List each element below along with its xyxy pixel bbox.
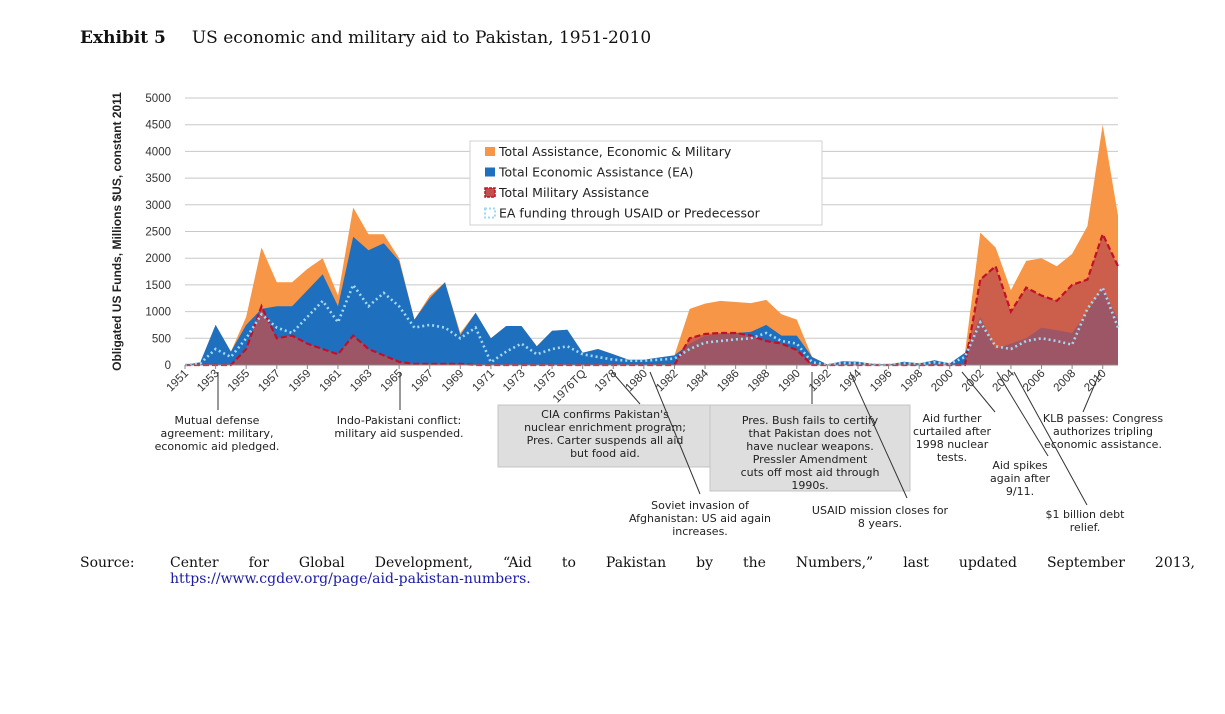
y-tick-label: 2000 (145, 253, 171, 265)
exhibit-label: Exhibit 5 (80, 28, 166, 48)
annotation-text: KLB passes: Congress (1043, 412, 1163, 425)
y-tick-label: 500 (152, 333, 171, 345)
annotation-text: Mutual defense (175, 414, 260, 427)
x-tick-label: 1969 (440, 368, 467, 395)
legend-swatch (484, 207, 496, 219)
annotation-text: increases. (672, 525, 728, 538)
annotation-text: 1998 nuclear (916, 438, 989, 451)
annotation-text: Pres. Bush fails to certify (742, 414, 879, 427)
exhibit-title-text: US economic and military aid to Pakistan… (191, 28, 652, 48)
annotation-text: but food aid. (570, 447, 640, 460)
annotation-text: CIA confirms Pakistan's (541, 408, 669, 421)
annotation-box (497, 404, 711, 468)
annotation-text: agreement: military, (161, 427, 274, 440)
x-tick-label: 1994 (838, 367, 865, 394)
annotation-text: 1990s. (791, 479, 828, 492)
annotation-box (709, 404, 911, 492)
annotation-text: nuclear enrichment program; (524, 421, 686, 434)
annotation-text: Indo-Pakistani conflict: (337, 414, 462, 427)
annotation-text: Soviet invasion of (651, 499, 750, 512)
y-tick-label: 1000 (145, 307, 171, 319)
x-tick-label: 2000 (929, 368, 956, 395)
x-tick-label: 1963 (348, 368, 375, 395)
legend-label: EA funding through USAID or Predecessor (499, 206, 761, 221)
annotation-text: that Pakistan does not (748, 427, 872, 440)
legend-label: Total Assistance, Economic & Military (498, 144, 732, 159)
annotation-text: relief. (1070, 521, 1101, 534)
annotation-leader (961, 371, 996, 413)
annotation-text: Aid further (922, 412, 981, 425)
annotation-leader (849, 371, 908, 499)
legend-swatch (484, 187, 496, 198)
annotation-text: have nuclear weapons. (746, 440, 873, 453)
y-tick-label: 4500 (145, 120, 171, 132)
source-text: Center for Global Development, “Aid to P… (170, 555, 1195, 571)
annotation-leader (996, 371, 1049, 457)
annotation-text: Pressler Amendment (753, 453, 868, 466)
x-tick-label: 1990 (776, 368, 803, 395)
series-military-assistance (185, 234, 1118, 365)
annotation-text: economic aid pledged. (155, 440, 280, 453)
x-tick-label: 2008 (1052, 368, 1079, 395)
annotation-text: again after (990, 472, 1050, 485)
y-tick-label: 1500 (145, 280, 171, 292)
x-tick-label: 2010 (1082, 368, 1109, 395)
annotation-text: 8 years. (858, 517, 902, 530)
annotation-text: $1 billion debt (1046, 508, 1126, 521)
annotation-leader (1013, 371, 1088, 506)
y-tick-label: 0 (165, 360, 171, 372)
x-tick-label: 1973 (501, 368, 528, 395)
annotation-leader (1082, 371, 1101, 413)
y-tick-label: 4000 (145, 146, 171, 158)
annotation-text: military aid suspended. (334, 427, 463, 440)
legend-box (469, 140, 823, 226)
x-tick-label: 1955 (226, 368, 253, 395)
y-tick-label: 2500 (145, 227, 171, 239)
annotation-leader (649, 371, 701, 495)
x-tick-label: 1971 (470, 368, 497, 395)
x-tick-label: 1986 (715, 368, 742, 395)
x-tick-label: 1961 (317, 368, 344, 395)
annotation-leader (611, 371, 641, 405)
x-tick-label: 1959 (287, 368, 314, 395)
legend-swatch (485, 167, 495, 177)
legend-swatch (485, 147, 495, 156)
x-tick-label: 1996 (868, 368, 895, 395)
x-tick-label: 2002 (960, 368, 987, 395)
annotation-text: Afghanistan: US aid again (629, 512, 771, 525)
x-tick-label: 1978 (593, 368, 620, 395)
x-tick-label: 1965 (379, 368, 406, 395)
legend-label: Total Military Assistance (498, 185, 649, 200)
x-tick-label: 1967 (409, 368, 436, 395)
x-tick-label: 1992 (807, 368, 834, 395)
x-tick-label: 1957 (256, 368, 283, 395)
exhibit-title: Exhibit 5 US economic and military aid to… (80, 28, 651, 48)
x-tick-label: 1988 (746, 368, 773, 395)
annotation-text: authorizes tripling (1053, 425, 1153, 438)
annotation-text: USAID mission closes for (812, 504, 949, 517)
y-tick-label: 3000 (145, 200, 171, 212)
x-tick-label: 1984 (685, 367, 712, 394)
annotation-text: Pres. Carter suspends all aid (527, 434, 684, 447)
annotation-text: economic assistance. (1044, 438, 1162, 451)
source-link[interactable]: https://www.cgdev.org/page/aid-pakistan-… (170, 571, 531, 587)
annotation-text: Aid spikes (992, 459, 1048, 472)
x-tick-label: 1975 (532, 368, 559, 395)
x-tick-label: 1976TQ (551, 368, 589, 406)
x-tick-label: 1998 (899, 368, 926, 395)
series-economic-assistance (185, 236, 1118, 365)
annotation-text: curtailed after (913, 425, 991, 438)
y-tick-label: 3500 (145, 173, 171, 185)
annotation-text: cuts off most aid through (741, 466, 880, 479)
source-label: Source: (80, 555, 135, 571)
series-usaid-funding (184, 282, 1120, 367)
annotation-text: tests. (937, 451, 967, 464)
x-tick-label: 2004 (990, 367, 1017, 394)
annotation-text: 9/11. (1006, 485, 1034, 498)
y-tick-label: 5000 (145, 93, 171, 105)
y-axis-label: Obligated US Funds, Millions $US, consta… (110, 92, 124, 371)
x-tick-label: 2006 (1021, 368, 1048, 395)
legend-label: Total Economic Assistance (EA) (498, 165, 693, 180)
